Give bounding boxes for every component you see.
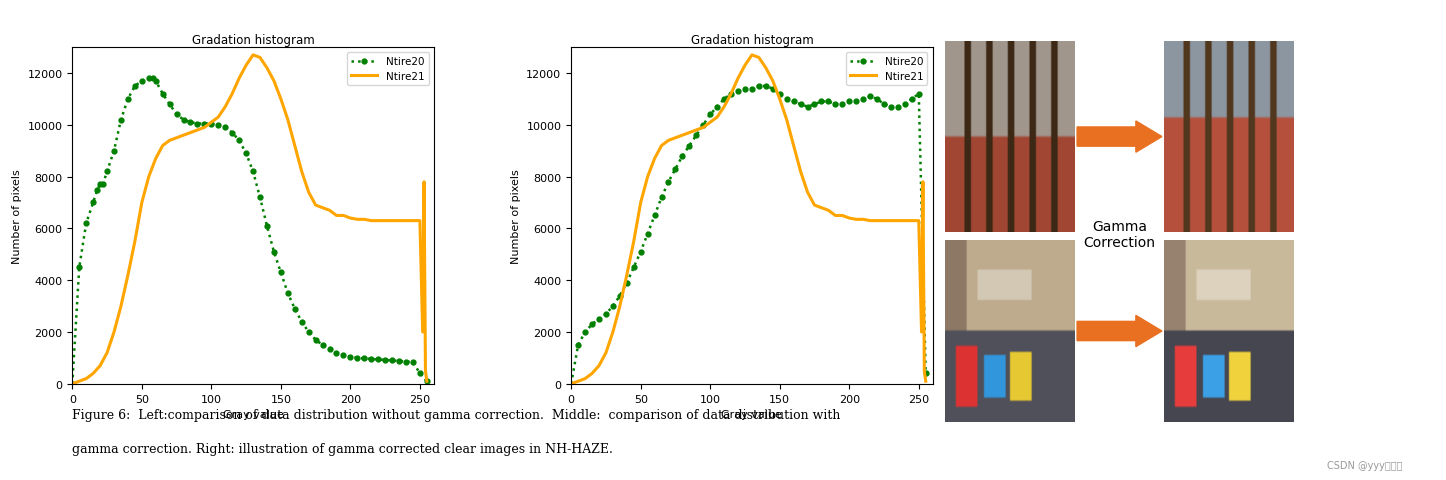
Ntire20 (383, 358, 401, 364)
Ntire21 (244, 53, 262, 59)
Ntire20 (119, 97, 136, 103)
Ntire20 (798, 105, 816, 110)
Ntire21 (701, 120, 719, 126)
Y-axis label: Number of pixels: Number of pixels (510, 169, 521, 263)
Line: Ntire20: Ntire20 (69, 77, 429, 386)
Text: Figure 6:  Left:comparison of data distribution without gamma correction.  Middl: Figure 6: Left:comparison of data distri… (72, 408, 840, 421)
Ntire20 (785, 99, 803, 105)
Line: Ntire21: Ntire21 (72, 56, 427, 384)
Ntire20 (590, 316, 607, 322)
Legend: Ntire20, Ntire21: Ntire20, Ntire21 (846, 53, 927, 85)
Ntire21 (654, 144, 671, 149)
X-axis label: Gray value: Gray value (722, 409, 782, 419)
Ntire20 (917, 371, 934, 376)
Ntire21 (155, 144, 172, 149)
Ntire21 (604, 329, 622, 335)
Ntire21 (416, 368, 434, 374)
Ntire20 (189, 121, 207, 127)
Ntire21 (202, 120, 220, 126)
Ntire21 (904, 218, 921, 224)
Ntire20 (688, 133, 706, 139)
Legend: Ntire20, Ntire21: Ntire20, Ntire21 (347, 53, 428, 85)
Line: Ntire20: Ntire20 (568, 84, 928, 386)
Ntire20 (562, 381, 580, 387)
Text: CSDN @yyy超棒呢: CSDN @yyy超棒呢 (1327, 460, 1403, 470)
Y-axis label: Number of pixels: Number of pixels (12, 169, 22, 263)
Ntire21 (915, 368, 933, 374)
Ntire21 (133, 200, 150, 206)
Ntire20 (94, 182, 111, 188)
Ntire21 (632, 200, 649, 206)
Ntire21 (562, 381, 580, 387)
Ntire21 (743, 53, 761, 59)
Ntire21 (64, 381, 81, 387)
Ntire20 (750, 84, 768, 90)
Title: Gradation histogram: Gradation histogram (691, 34, 813, 47)
Ntire20 (897, 102, 914, 108)
X-axis label: Gray value: Gray value (223, 409, 283, 419)
Line: Ntire21: Ntire21 (571, 56, 925, 384)
Ntire20 (729, 89, 746, 95)
Text: Gamma
Correction: Gamma Correction (1083, 219, 1155, 250)
Text: gamma correction. Right: illustration of gamma corrected clear images in NH-HAZE: gamma correction. Right: illustration of… (72, 442, 613, 455)
Ntire21 (106, 329, 123, 335)
Ntire21 (917, 379, 934, 384)
Title: Gradation histogram: Gradation histogram (192, 34, 314, 47)
Ntire20 (64, 381, 81, 387)
Ntire21 (418, 379, 435, 384)
Ntire20 (418, 379, 435, 384)
Ntire20 (411, 371, 428, 376)
Ntire20 (140, 76, 158, 82)
Ntire20 (145, 76, 162, 82)
Ntire21 (405, 218, 422, 224)
